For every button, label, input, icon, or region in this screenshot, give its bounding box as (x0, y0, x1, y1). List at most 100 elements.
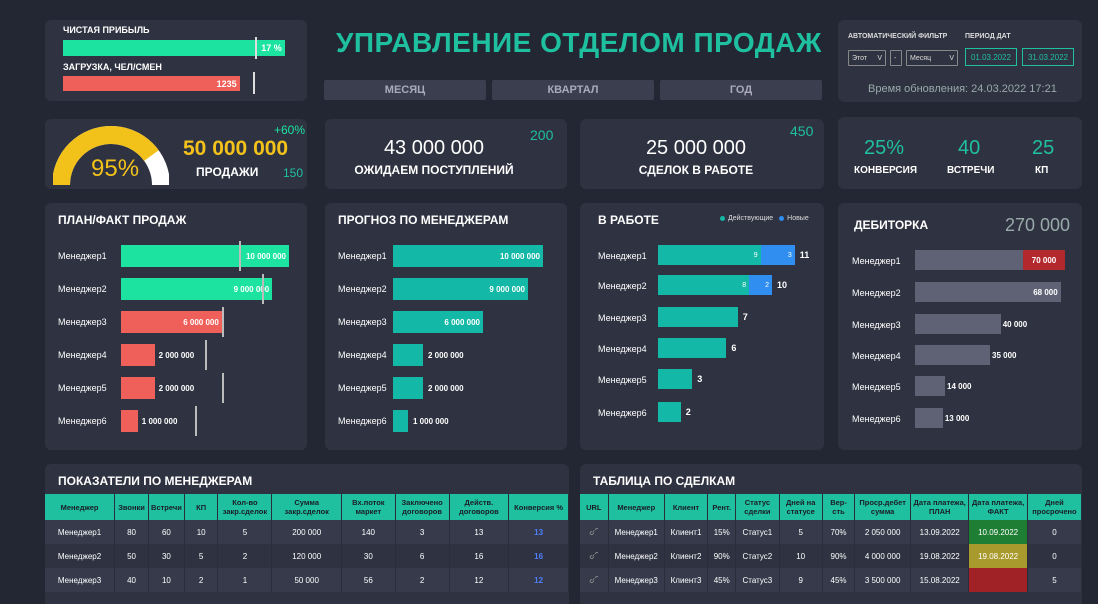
category-label: Менеджер1 (598, 251, 647, 261)
table-cell: Статус3 (735, 568, 780, 592)
data-label: 6 (731, 343, 737, 353)
column-header[interactable]: Менеджер (45, 494, 116, 520)
bar (915, 345, 990, 365)
meetings-value: 40 (958, 137, 981, 159)
category-label: Менеджер6 (852, 414, 901, 424)
column-header[interactable]: Рент. (707, 494, 737, 520)
column-header[interactable]: Дата платежа, ПЛАН (910, 494, 970, 520)
column-header[interactable]: Сумма закр.сделок (271, 494, 342, 520)
deals-count: 450 (790, 123, 814, 139)
column-header[interactable]: Клиент (664, 494, 709, 520)
meetings-label: ВСТРЕЧИ (947, 165, 995, 176)
table-cell: Менеджер1 (608, 520, 665, 544)
conversion-value: 25% (864, 137, 905, 159)
table-cell: 19.08.2022 (910, 544, 970, 568)
month-button[interactable]: МЕСЯЦ (324, 80, 486, 100)
table-cell: 30 (341, 544, 396, 568)
bar: 10 000 000 (121, 245, 289, 267)
table-row[interactable]: Менеджер3 Клиент3 45% Статус3 9 45% 3 500 000 1… (580, 568, 1082, 592)
bar: 6 000 000 (121, 311, 222, 333)
column-header[interactable]: Статус сделки (735, 494, 780, 520)
sales-count: 150 (283, 166, 304, 180)
bar-new: 2 (749, 275, 772, 295)
column-header[interactable]: Кол-во закр.сделок (217, 494, 273, 520)
column-header[interactable]: Встречи (148, 494, 185, 520)
link-icon[interactable] (580, 520, 609, 544)
category-label: Менеджер2 (598, 281, 647, 291)
table-row[interactable]: Менеджер2 Клиент2 90% Статус2 10 90% 4 000 000… (580, 544, 1082, 568)
bar: 70 000 (915, 250, 1065, 270)
sales-kpi-card: 95% 50 000 000 ПРОДАЖИ +60% 150 (45, 119, 307, 189)
date-from-input[interactable]: 01.03.2022 (965, 48, 1017, 66)
table-cell: 15.08.2022 (910, 568, 970, 592)
auto-filter-label: АВТОМАТИЧЕСКИЙ ФИЛЬТР (848, 33, 948, 40)
column-header[interactable]: Конверсия % (508, 494, 569, 520)
category-label: Менеджер5 (598, 375, 647, 385)
date-to-input[interactable]: 31.03.2022 (1022, 48, 1074, 66)
category-label: Менеджер4 (852, 351, 901, 361)
debt-title: ДЕБИТОРКА (854, 218, 929, 232)
table-cell: 5 (1027, 568, 1082, 592)
column-header[interactable]: Дата платежа, ФАКТ (968, 494, 1028, 520)
table-cell: 2 050 000 (854, 520, 911, 544)
table-cell: 120 000 (271, 544, 342, 568)
chevron-down-icon: V (877, 54, 882, 62)
link-icon[interactable] (580, 544, 609, 568)
page-title: УПРАВЛЕНИЕ ОТДЕЛОМ ПРОДАЖ (336, 27, 822, 58)
profit-load-card: ЧИСТАЯ ПРИБЫЛЬ 17 % ЗАГРУЗКА, ЧЕЛ/СМЕН 1… (45, 20, 307, 101)
table-cell: 6 (395, 544, 450, 568)
conversion-label: КОНВЕРСИЯ (854, 165, 918, 176)
quarter-button[interactable]: КВАРТАЛ (492, 80, 654, 100)
conversion-kpi-card: 25% КОНВЕРСИЯ 40 ВСТРЕЧИ 25 КП (838, 117, 1082, 189)
bar-active: 8 (658, 275, 750, 295)
legend: Действующие Новые (720, 215, 809, 222)
data-label: 14 000 (947, 382, 972, 391)
table-row[interactable]: Менеджер1 80 60 10 5 200 000 140 3 13 13 (45, 520, 569, 544)
table-cell: Клиент3 (664, 568, 709, 592)
column-header[interactable]: КП (184, 494, 219, 520)
column-header[interactable]: Действ. договоров (449, 494, 510, 520)
year-button[interactable]: ГОД (660, 80, 822, 100)
column-header[interactable]: Вер-сть (822, 494, 856, 520)
category-label: Менеджер2 (338, 284, 387, 294)
table-cell: 3 500 000 (854, 568, 911, 592)
column-header[interactable]: Проср.дебет сумма (854, 494, 911, 520)
data-label: 40 000 (1002, 320, 1028, 329)
metrics-title: ПОКАЗАТЕЛИ ПО МЕНЕДЖЕРАМ (58, 474, 253, 488)
column-header[interactable]: Дней просрочено (1027, 494, 1082, 520)
profit-value: 17 % (261, 43, 282, 53)
column-header[interactable]: Звонки (114, 494, 150, 520)
forecast-title: ПРОГНОЗ ПО МЕНЕДЖЕРАМ (338, 213, 509, 227)
table-cell: 10 (184, 520, 219, 544)
period-label: ПЕРИОД ДАТ (965, 33, 1011, 40)
table-row[interactable]: Менеджер2 50 30 5 2 120 000 30 6 16 16 (45, 544, 569, 568)
data-label: 35 000 (992, 351, 1017, 360)
link-icon[interactable] (580, 568, 609, 592)
table-cell: Статус1 (735, 520, 780, 544)
table-cell: 60 (148, 520, 185, 544)
table-cell: 4 000 000 (854, 544, 911, 568)
period-unit-select[interactable]: Месяц V (906, 50, 958, 66)
table-cell: 56 (341, 568, 396, 592)
table-row[interactable]: Менеджер3 40 10 2 1 50 000 56 2 12 12 (45, 568, 569, 592)
table-cell: 90% (822, 544, 856, 568)
period-unit-value: Месяц (910, 54, 932, 62)
category-label: Менеджер5 (338, 383, 387, 393)
bar (393, 344, 423, 366)
profit-target-line (255, 37, 257, 59)
column-header[interactable]: URL (580, 494, 609, 520)
period-mode-select[interactable]: Этот V (848, 50, 886, 66)
bar-active (658, 338, 727, 358)
deals-table-title: ТАБЛИЦА ПО СДЕЛКАМ (593, 474, 736, 488)
profit-bar: 17 % (63, 40, 285, 56)
data-label: 1 000 000 (141, 417, 178, 426)
column-header[interactable]: Дней на статусе (779, 494, 823, 520)
column-header[interactable]: Вх.поток маркет (341, 494, 396, 520)
column-header[interactable]: Заключено договоров (395, 494, 450, 520)
column-header[interactable]: Менеджер (608, 494, 665, 520)
table-row[interactable]: Менеджер1 Клиент1 15% Статус1 5 70% 2 050 000 1… (580, 520, 1082, 544)
load-value: 1235 (216, 78, 237, 89)
profit-label: ЧИСТАЯ ПРИБЫЛЬ (63, 25, 150, 35)
category-label: Менеджер1 (338, 251, 387, 261)
bar-active: 9 (658, 245, 761, 265)
